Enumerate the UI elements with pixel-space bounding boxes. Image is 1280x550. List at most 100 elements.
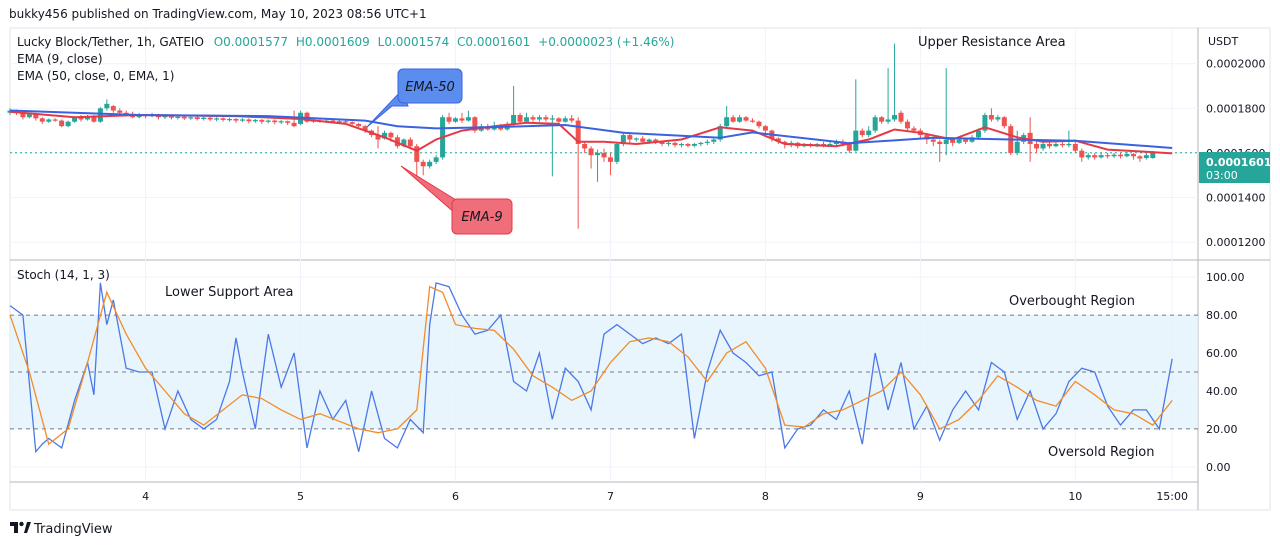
candle-body [898, 112, 904, 122]
candle [433, 155, 439, 165]
stoch-legend[interactable]: Stoch (14, 1, 3) [17, 268, 110, 282]
candle [1124, 151, 1130, 158]
candle-body [472, 117, 478, 131]
candle-body [975, 130, 981, 138]
candle [582, 141, 588, 153]
candle-body [543, 117, 549, 120]
candle [227, 117, 233, 122]
ema9-line [9, 110, 1173, 155]
upper-resistance-label: Upper Resistance Area [918, 35, 1066, 50]
candle-body [433, 157, 439, 162]
candle-body [1072, 144, 1078, 151]
candle [453, 117, 458, 123]
candle-body [265, 120, 271, 122]
candle-body [646, 139, 652, 142]
candle [833, 139, 839, 147]
candle-body [620, 135, 626, 144]
candle-body [1079, 150, 1085, 158]
candle-body [252, 119, 258, 122]
candle-body [711, 139, 717, 142]
ema9-legend[interactable]: EMA (9, close) [17, 52, 103, 66]
candle [1105, 152, 1111, 159]
time-tick-label: 15:00 [1156, 490, 1188, 503]
stoch-k-line [9, 282, 1173, 454]
candle [892, 43, 898, 122]
candle-body [724, 117, 730, 127]
candle [879, 116, 885, 124]
candle-body [207, 117, 213, 120]
candle-body [640, 138, 646, 142]
candle [472, 116, 478, 133]
candle-body [678, 144, 684, 146]
candle-body [233, 119, 239, 121]
candle-body [330, 120, 336, 122]
candle-body [988, 115, 994, 120]
ema9-callout-text: EMA-9 [461, 210, 502, 225]
candle-body [227, 119, 233, 121]
candle-body [168, 116, 174, 118]
candle-body [853, 130, 859, 151]
candle-body [937, 141, 943, 144]
candle-body [737, 117, 743, 122]
ohlc-high: H0.0001609 [296, 35, 370, 49]
candle-body [1150, 152, 1156, 159]
ema50-legend[interactable]: EMA (50, close, 0, EMA, 1) [17, 69, 174, 83]
candle-body [1085, 155, 1091, 158]
candle [239, 118, 245, 123]
ohlc-close: C0.0001601 [457, 35, 530, 49]
candle [420, 159, 426, 176]
candle-body [427, 161, 433, 167]
candle [614, 141, 620, 165]
candle-body [517, 115, 523, 122]
candle [375, 126, 381, 149]
candle-body [1034, 144, 1040, 149]
candle [730, 115, 736, 123]
time-tick-label: 8 [762, 490, 769, 503]
candle [627, 133, 633, 144]
candle-body [162, 116, 168, 118]
published-note: bukky456 published on TradingView.com, M… [9, 7, 427, 21]
candle-body [982, 115, 988, 131]
candle-body [892, 115, 898, 120]
candle-body [833, 141, 839, 144]
ema50-callout [397, 68, 463, 104]
candle [65, 120, 71, 128]
candle [427, 159, 433, 169]
candle [866, 126, 872, 138]
candle [1047, 141, 1052, 149]
candle [569, 115, 575, 123]
candle [678, 142, 684, 148]
candle-body [750, 120, 755, 122]
candle [543, 115, 549, 122]
candle [556, 117, 562, 124]
candle-body [1059, 144, 1065, 146]
candle-body [633, 138, 639, 140]
candle [220, 117, 226, 122]
candle [349, 121, 355, 126]
last-price-badge [1199, 152, 1270, 183]
candle-body [536, 117, 542, 120]
candle-body [950, 139, 956, 143]
candle-body [614, 144, 620, 162]
candle [756, 120, 762, 129]
ema50-callout-text: EMA-50 [405, 80, 455, 95]
candle-body [827, 144, 833, 146]
candle [1098, 152, 1104, 159]
ema50-line [9, 109, 1173, 149]
candle-body [588, 148, 594, 156]
candle [937, 139, 943, 162]
bar-countdown: 03:00 [1206, 169, 1238, 182]
candle-body [239, 119, 245, 121]
candle-body [453, 118, 458, 122]
candle [1079, 148, 1085, 162]
candle [356, 122, 362, 128]
candle-body [246, 119, 252, 122]
candle-body [846, 144, 852, 151]
oversold-label: Oversold Region [1048, 445, 1155, 460]
stoch-tick-label: 0.00 [1206, 461, 1231, 474]
candle-body [1001, 117, 1007, 127]
candle [1118, 152, 1124, 159]
candle [562, 116, 568, 123]
candle-body [181, 116, 187, 119]
